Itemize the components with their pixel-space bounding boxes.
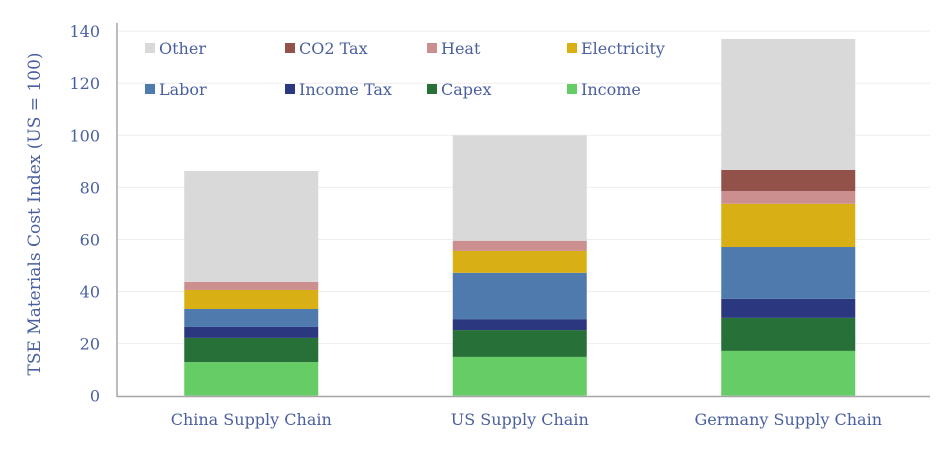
bar-segment-income-tax bbox=[452, 319, 587, 331]
y-tick-label: 80 bbox=[80, 178, 100, 197]
legend-swatch bbox=[285, 84, 295, 94]
y-tick-label: 20 bbox=[80, 335, 100, 354]
legend: Other CO2 Tax Heat Electricity Labor Income T… bbox=[145, 39, 665, 99]
y-tick-labels: 0 20 40 60 80 100 120 140 bbox=[69, 22, 100, 406]
bar-segment-labor bbox=[452, 272, 587, 320]
legend-swatch bbox=[567, 84, 577, 94]
bar-segment-electricity bbox=[452, 250, 587, 273]
y-axis-label: TSE Materials Cost Index (US = 100) bbox=[25, 52, 45, 375]
y-tick-label: 40 bbox=[80, 283, 100, 302]
legend-swatch bbox=[285, 43, 295, 53]
y-tick-label: 140 bbox=[69, 22, 100, 41]
x-tick-label: Germany Supply Chain bbox=[694, 410, 882, 429]
legend-label: CO2 Tax bbox=[299, 39, 368, 58]
bar-segment-heat bbox=[721, 191, 856, 204]
legend-label: Income Tax bbox=[299, 80, 392, 99]
bar-segment-heat bbox=[184, 281, 319, 290]
bar-segment-labor bbox=[721, 247, 856, 299]
legend-swatch bbox=[145, 84, 155, 94]
y-tick-label: 0 bbox=[90, 387, 100, 406]
bar-segment-income-tax bbox=[184, 326, 319, 338]
y-tick-label: 100 bbox=[69, 126, 100, 145]
bar-segment-income-tax bbox=[721, 298, 856, 318]
legend-swatch bbox=[427, 43, 437, 53]
bars bbox=[184, 38, 856, 396]
bar-segment-electricity bbox=[184, 289, 319, 309]
x-tick-label: US Supply Chain bbox=[451, 410, 589, 429]
bar-segment-capex bbox=[452, 330, 587, 357]
bar-segment-income bbox=[184, 362, 319, 396]
bar-segment-capex bbox=[721, 317, 856, 351]
y-tick-label: 60 bbox=[80, 230, 100, 249]
bar-segment-electricity bbox=[721, 203, 856, 248]
legend-label: Other bbox=[159, 39, 206, 58]
x-tick-labels: China Supply Chain US Supply Chain Germany… bbox=[171, 410, 882, 429]
legend-swatch bbox=[567, 43, 577, 53]
y-tick-label: 120 bbox=[69, 74, 100, 93]
bar-segment-labor bbox=[184, 308, 319, 327]
bar-segment-heat bbox=[452, 240, 587, 251]
bar-segment-income bbox=[721, 350, 856, 396]
bar-segment-other bbox=[184, 170, 319, 282]
bar-segment-other bbox=[721, 38, 856, 170]
legend-swatch bbox=[145, 43, 155, 53]
legend-label: Electricity bbox=[581, 39, 665, 58]
x-tick-label: China Supply Chain bbox=[171, 410, 332, 429]
legend-label: Heat bbox=[441, 39, 481, 58]
bar-segment-co2-tax bbox=[721, 169, 856, 192]
bar-segment-capex bbox=[184, 337, 319, 363]
legend-swatch bbox=[427, 84, 437, 94]
bar-segment-other bbox=[452, 135, 587, 241]
bar-segment-income bbox=[452, 356, 587, 396]
legend-label: Income bbox=[581, 80, 641, 99]
legend-label: Capex bbox=[441, 80, 492, 99]
legend-label: Labor bbox=[159, 80, 207, 99]
